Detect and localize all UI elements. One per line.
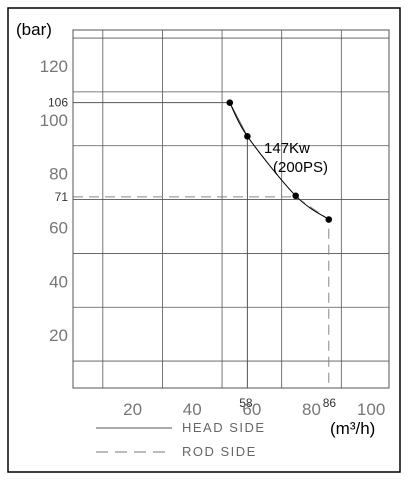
curve-point bbox=[325, 216, 333, 223]
legend: HEAD SIDE ROD SIDE bbox=[96, 420, 266, 459]
x-tick-label: 58 bbox=[239, 396, 253, 410]
x-tick-label: 86 bbox=[323, 396, 337, 410]
curve-point bbox=[226, 99, 234, 106]
plot-frame bbox=[72, 29, 390, 389]
data-markers bbox=[226, 99, 333, 223]
y-tick-label: 120 bbox=[40, 57, 68, 76]
series-head-side-line bbox=[73, 102, 248, 388]
power-annotation-kw: 147Kw bbox=[264, 140, 310, 157]
y-tick-label: 71 bbox=[55, 190, 69, 204]
x-tick-label: 20 bbox=[123, 400, 142, 419]
curve-point bbox=[244, 133, 251, 140]
power-curve-layer bbox=[229, 102, 330, 220]
y-tick-label: 40 bbox=[49, 272, 68, 291]
y-tick-label: 106 bbox=[48, 96, 68, 110]
y-tick-label: 20 bbox=[49, 326, 68, 345]
series-layer bbox=[73, 102, 330, 388]
curve-point bbox=[292, 192, 299, 200]
y-tick-label: 100 bbox=[40, 111, 68, 130]
x-tick-label: 60 bbox=[242, 400, 261, 419]
x-tick-label: 100 bbox=[357, 400, 385, 419]
x-axis-label: (m³/h) bbox=[330, 419, 375, 438]
power-curve bbox=[229, 102, 330, 220]
y-tick-label: 60 bbox=[49, 218, 68, 237]
legend-rod-side-label: ROD SIDE bbox=[182, 444, 257, 459]
legend-head-side-label: HEAD SIDE bbox=[182, 420, 266, 435]
series-rod-side-line bbox=[73, 196, 330, 388]
y-tick-label: 80 bbox=[49, 165, 68, 184]
y-axis-label: (bar) bbox=[16, 20, 52, 39]
x-tick-label: 80 bbox=[302, 400, 321, 419]
power-annotation-ps: (200PS) bbox=[273, 159, 328, 176]
x-tick-label: 40 bbox=[183, 400, 202, 419]
